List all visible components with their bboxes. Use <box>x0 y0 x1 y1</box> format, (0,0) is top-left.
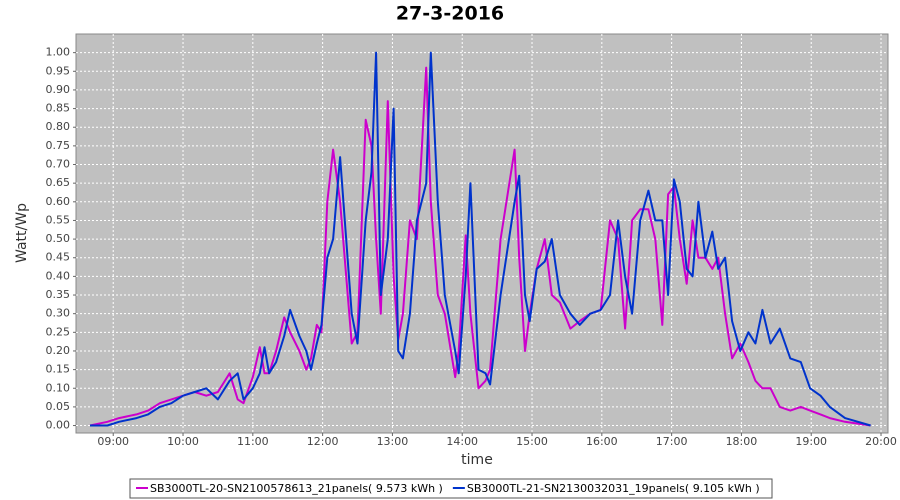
y-tick-label: 0.80 <box>46 120 71 133</box>
y-tick-label: 0.90 <box>46 83 71 96</box>
x-tick-label: 11:00 <box>237 435 269 448</box>
x-tick-label: 09:00 <box>97 435 129 448</box>
legend-label: SB3000TL-21-SN2130032031_19panels( 9.105… <box>467 482 760 495</box>
x-tick-label: 15:00 <box>516 435 548 448</box>
x-tick-label: 20:00 <box>865 435 897 448</box>
y-tick-label: 0.55 <box>46 213 71 226</box>
y-tick-label: 0.70 <box>46 158 71 171</box>
y-tick-label: 0.05 <box>46 400 71 413</box>
y-tick-label: 0.40 <box>46 269 71 282</box>
y-tick-label: 0.20 <box>46 344 71 357</box>
x-tick-label: 12:00 <box>307 435 339 448</box>
series-line <box>89 66 871 427</box>
x-tick-label: 19:00 <box>795 435 827 448</box>
y-tick-label: 0.50 <box>46 232 71 245</box>
y-tick-label: 0.30 <box>46 307 71 320</box>
y-tick-label: 0.95 <box>46 64 71 77</box>
y-tick-label: 0.60 <box>46 195 71 208</box>
y-tick-label: 0.85 <box>46 102 71 115</box>
x-tick-label: 13:00 <box>377 435 409 448</box>
y-tick-label: 0.35 <box>46 288 71 301</box>
y-tick-label: 0.10 <box>46 381 71 394</box>
chart-title: 27-3-2016 <box>396 3 504 25</box>
y-tick-label: 1.00 <box>46 46 71 59</box>
x-tick-label: 16:00 <box>586 435 618 448</box>
x-axis-label: time <box>461 452 493 468</box>
x-tick-label: 17:00 <box>656 435 688 448</box>
y-tick-label: 0.65 <box>46 176 71 189</box>
series-line <box>90 51 871 427</box>
legend <box>129 478 773 499</box>
y-tick-label: 0.75 <box>46 139 71 152</box>
y-axis-label: Watt/Wp <box>14 203 30 263</box>
y-tick-label: 0.00 <box>46 419 71 432</box>
x-tick-label: 14:00 <box>446 435 478 448</box>
y-tick-label: 0.45 <box>46 251 71 264</box>
y-tick-label: 0.15 <box>46 363 71 376</box>
legend-label: SB3000TL-20-SN2100578613_21panels( 9.573… <box>150 482 443 495</box>
y-tick-label: 0.25 <box>46 325 71 338</box>
plot-area <box>75 33 889 434</box>
x-tick-label: 10:00 <box>167 435 199 448</box>
x-tick-label: 18:00 <box>726 435 758 448</box>
